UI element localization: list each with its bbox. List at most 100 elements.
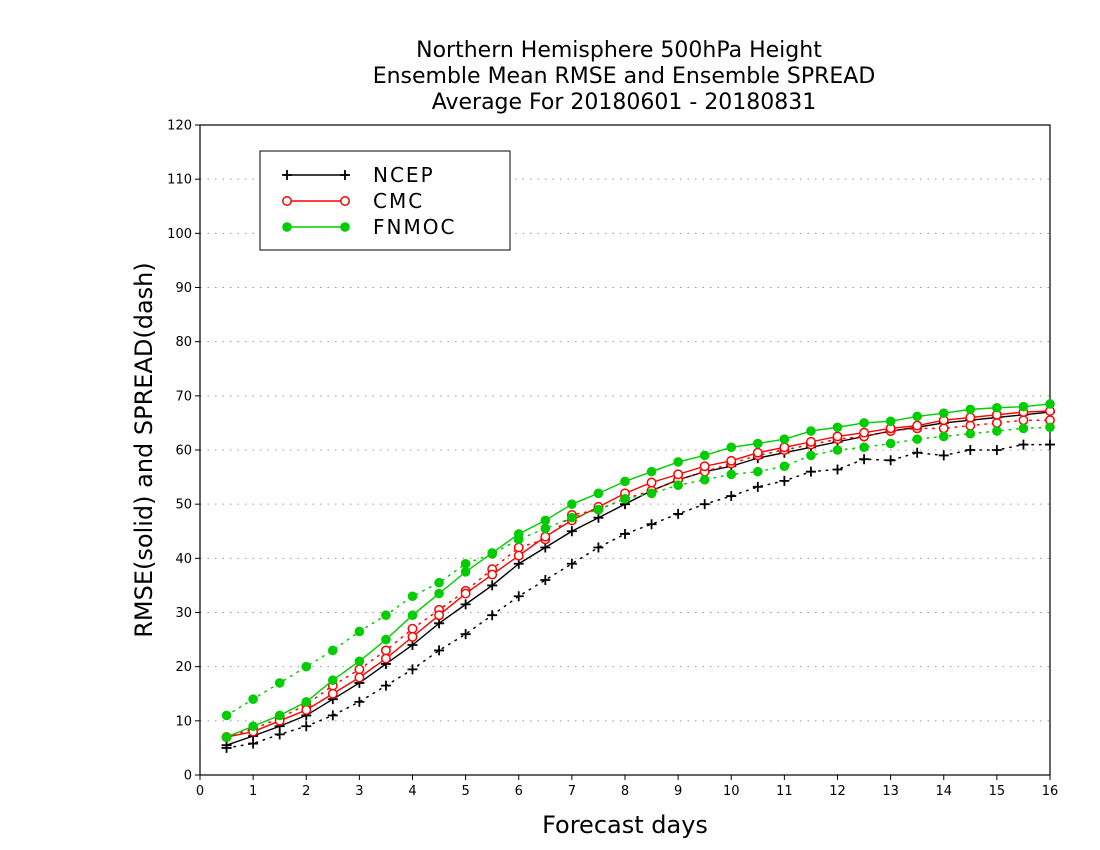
spread-point-fnmoc [301, 661, 312, 672]
x-tick-label-9: 9 [674, 784, 682, 799]
spread-point-fnmoc [753, 466, 763, 477]
rmse-point-cmc [646, 477, 657, 488]
y-tick-label-120: 120 [167, 119, 192, 134]
spread-point-cmc [938, 423, 949, 434]
y-tick-label-50: 50 [175, 498, 192, 513]
rmse-point-fnmoc [381, 634, 391, 645]
spread-point-ncep [726, 491, 737, 502]
legend-marker-cmc [282, 196, 292, 206]
title-line-3: Average For 20180601 - 20180831 [432, 90, 817, 115]
x-tick-label-11: 11 [776, 784, 793, 799]
y-tick-label-10: 10 [175, 714, 192, 729]
rmse-point-fnmoc [620, 476, 630, 487]
legend-marker-ncep [282, 170, 292, 180]
spread-point-fnmoc [274, 678, 285, 688]
rmse-point-cmc [832, 431, 843, 442]
spread-point-cmc [513, 542, 524, 553]
rmse-point-fnmoc [859, 418, 869, 428]
y-axis-label: RMSE(solid) and SPREAD(dash) [130, 262, 158, 638]
title-line-1: Northern Hemisphere 500hPa Height [416, 38, 822, 63]
spread-point-fnmoc [859, 442, 869, 453]
spread-point-ncep [646, 519, 657, 530]
rmse-point-fnmoc [274, 710, 285, 721]
rmse-point-cmc [912, 420, 923, 431]
rmse-line-fnmoc [226, 403, 1051, 738]
rmse-point-fnmoc [673, 457, 683, 467]
x-tick-label-6: 6 [515, 784, 523, 799]
spread-point-fnmoc [832, 445, 843, 455]
spread-point-fnmoc [328, 645, 338, 656]
title-line-2: Ensemble Mean RMSE and Ensemble SPREAD [373, 64, 876, 89]
spread-point-cmc [1018, 415, 1029, 426]
spread-point-ncep [673, 508, 684, 519]
rmse-point-cmc [673, 469, 684, 480]
spread-point-ncep [354, 696, 365, 707]
x-tick-label-14: 14 [935, 784, 952, 799]
spread-point-ncep [912, 447, 923, 458]
spread-point-fnmoc [620, 493, 630, 504]
legend-label-ncep: NCEP [373, 163, 435, 187]
spread-point-ncep [327, 710, 338, 721]
y-tick-label-30: 30 [175, 606, 192, 621]
x-tick-label-10: 10 [723, 784, 740, 799]
spread-point-fnmoc [699, 474, 710, 485]
spread-point-fnmoc [885, 438, 896, 449]
rmse-point-fnmoc [487, 548, 497, 558]
y-tick-label-60: 60 [175, 444, 192, 459]
y-tick-label-70: 70 [175, 389, 192, 404]
rmse-point-fnmoc [567, 499, 577, 509]
spread-point-ncep [859, 454, 870, 465]
y-tick-label-100: 100 [167, 227, 192, 242]
spread-point-cmc [407, 623, 418, 634]
rmse-point-fnmoc [646, 466, 657, 477]
legend-marker-fnmoc [282, 222, 292, 232]
rmse-point-cmc [805, 436, 816, 447]
spread-point-ncep [699, 499, 710, 510]
rmse-point-cmc [354, 672, 365, 683]
spread-point-cmc [991, 417, 1002, 428]
spread-point-fnmoc [434, 577, 444, 588]
spread-point-ncep [832, 464, 843, 475]
rmse-point-fnmoc [221, 732, 232, 742]
spread-point-ncep [779, 475, 790, 486]
y-tick-label-90: 90 [175, 281, 192, 296]
spread-point-ncep [1018, 439, 1029, 450]
rmse-point-fnmoc [434, 588, 444, 599]
spread-point-fnmoc [381, 610, 391, 621]
y-tick-label-110: 110 [167, 173, 192, 188]
spread-point-fnmoc [221, 710, 232, 721]
rmse-point-cmc [487, 569, 498, 580]
rmse-point-fnmoc [301, 697, 312, 707]
legend-label-fnmoc: FNMOC [373, 215, 456, 239]
x-tick-label-0: 0 [196, 784, 204, 799]
rmse-point-fnmoc [938, 408, 949, 418]
rmse-point-fnmoc [460, 567, 471, 577]
spread-line-fnmoc [225, 426, 1051, 717]
rmse-point-cmc [965, 412, 976, 423]
rmse-point-cmc [699, 461, 710, 472]
rmse-point-fnmoc [992, 402, 1002, 413]
grid-lines [200, 178, 1050, 722]
rmse-point-fnmoc [806, 426, 816, 436]
spread-point-ncep [1045, 439, 1055, 450]
spread-point-cmc [380, 645, 391, 656]
spread-point-ncep [752, 481, 763, 492]
spread-point-fnmoc [806, 450, 816, 461]
legend-item-fnmoc: FNMOC [282, 215, 456, 239]
rmse-point-fnmoc [726, 442, 737, 453]
rmse-point-cmc [726, 455, 737, 466]
x-tick-label-1: 1 [249, 784, 257, 799]
spread-point-cmc [965, 420, 976, 431]
spread-point-fnmoc [779, 461, 790, 472]
rmse-point-ncep [566, 526, 577, 537]
x-tick-label-2: 2 [302, 784, 310, 799]
x-tick-label-13: 13 [882, 784, 899, 799]
rmse-point-fnmoc [593, 488, 604, 499]
spread-point-cmc [354, 664, 365, 675]
spread-line-cmc [225, 419, 1051, 738]
spread-point-ncep [885, 455, 896, 466]
rmse-point-ncep [487, 580, 498, 591]
rmse-point-cmc [327, 688, 338, 699]
